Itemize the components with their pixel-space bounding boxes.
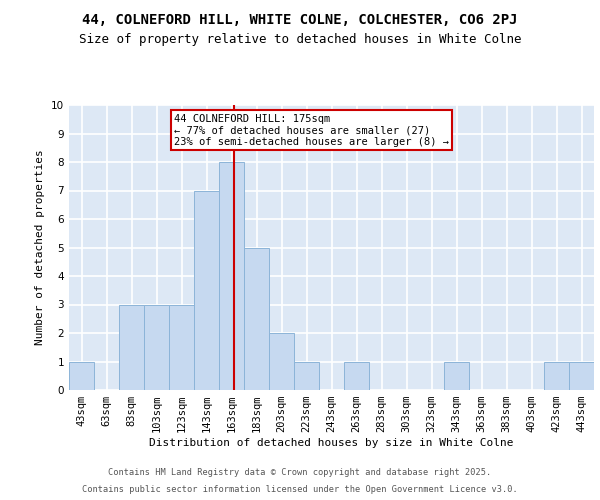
Text: 44 COLNEFORD HILL: 175sqm
← 77% of detached houses are smaller (27)
23% of semi-: 44 COLNEFORD HILL: 175sqm ← 77% of detac… <box>174 114 449 147</box>
Bar <box>544 362 569 390</box>
Bar <box>119 304 144 390</box>
X-axis label: Distribution of detached houses by size in White Colne: Distribution of detached houses by size … <box>149 438 514 448</box>
Bar <box>194 190 219 390</box>
Bar <box>69 362 94 390</box>
Y-axis label: Number of detached properties: Number of detached properties <box>35 150 46 346</box>
Bar <box>569 362 594 390</box>
Bar <box>269 333 294 390</box>
Bar <box>344 362 369 390</box>
Text: Size of property relative to detached houses in White Colne: Size of property relative to detached ho… <box>79 32 521 46</box>
Bar <box>169 304 194 390</box>
Bar <box>444 362 469 390</box>
Bar <box>144 304 169 390</box>
Text: Contains public sector information licensed under the Open Government Licence v3: Contains public sector information licen… <box>82 484 518 494</box>
Bar <box>219 162 244 390</box>
Bar <box>294 362 319 390</box>
Text: Contains HM Land Registry data © Crown copyright and database right 2025.: Contains HM Land Registry data © Crown c… <box>109 468 491 477</box>
Text: 44, COLNEFORD HILL, WHITE COLNE, COLCHESTER, CO6 2PJ: 44, COLNEFORD HILL, WHITE COLNE, COLCHES… <box>82 12 518 26</box>
Bar <box>244 248 269 390</box>
